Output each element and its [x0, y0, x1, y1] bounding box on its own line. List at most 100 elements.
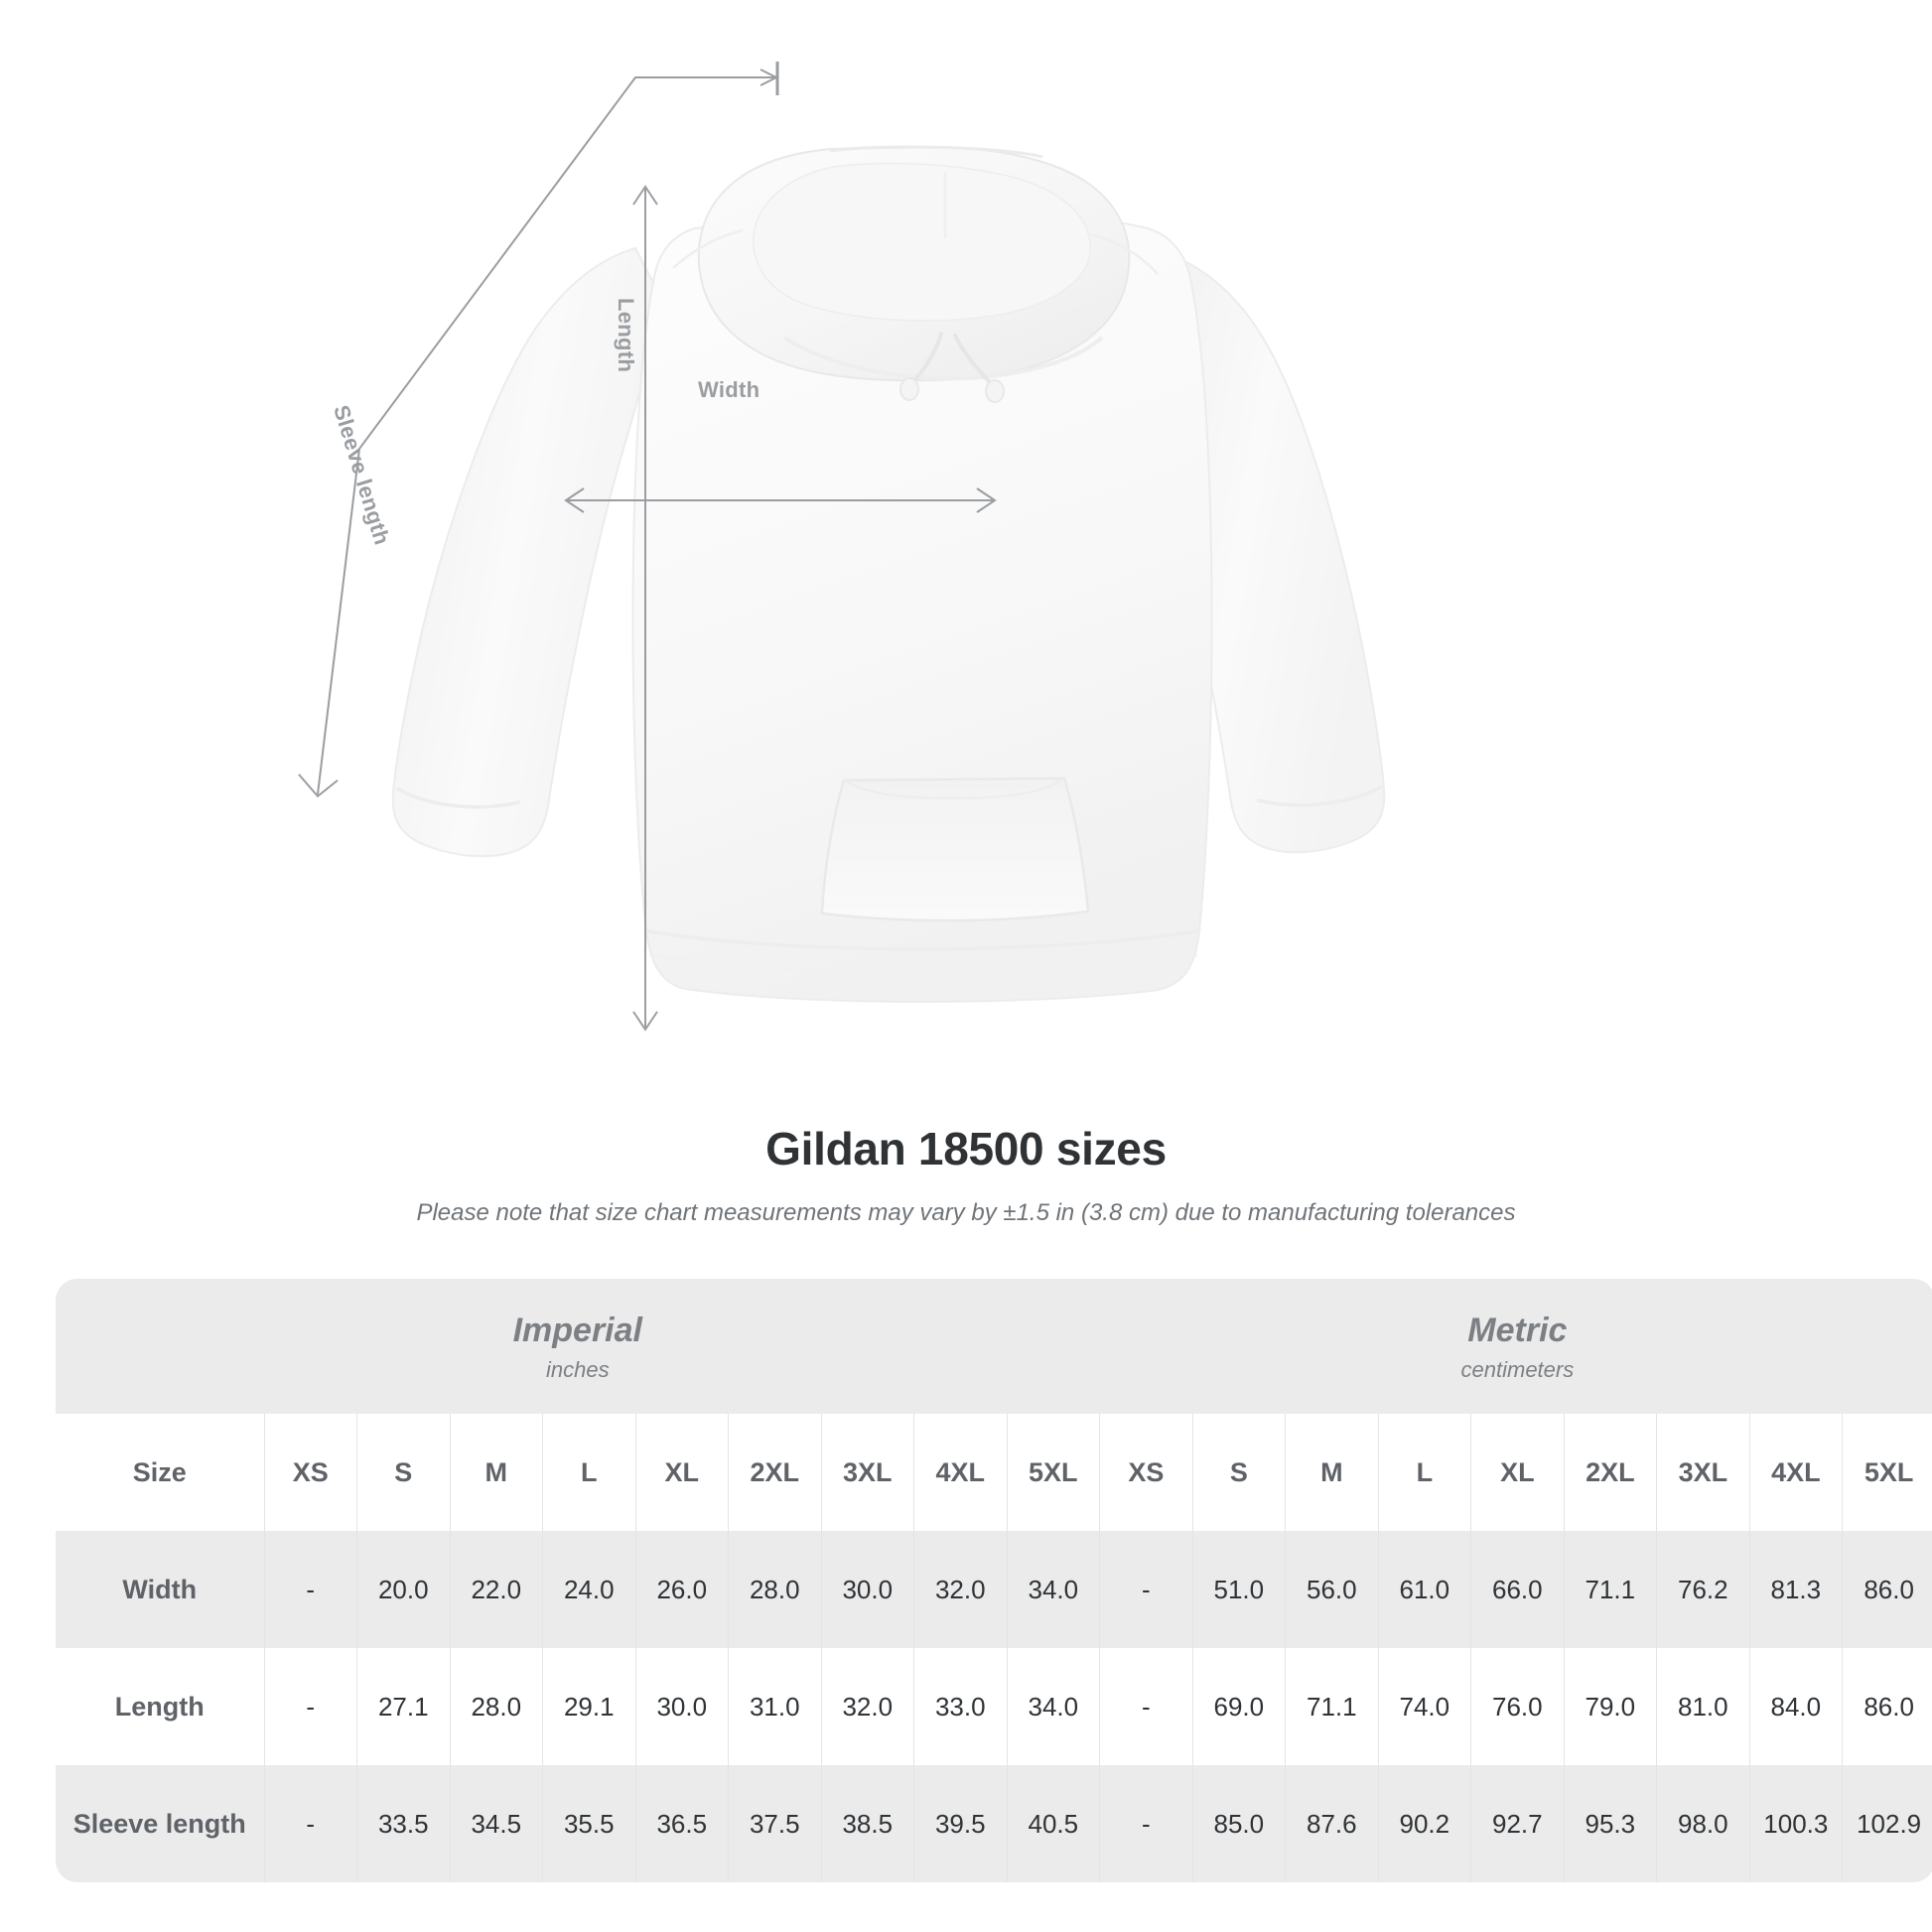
tolerance-note: Please note that size chart measurements…	[416, 1199, 1516, 1226]
size-header-metric-xl: XL	[1470, 1414, 1565, 1531]
cell-sleeve-imperial-4xl: 39.5	[913, 1765, 1008, 1882]
size-header-imperial-l: L	[542, 1414, 636, 1531]
cell-length-metric-2xl: 79.0	[1563, 1648, 1658, 1765]
imperial-system-cell: Imperial inches	[56, 1279, 1100, 1414]
cell-length-metric-s: 69.0	[1191, 1648, 1287, 1765]
cell-width-imperial-5xl: 34.0	[1006, 1531, 1101, 1648]
cell-sleeve-metric-m: 87.6	[1285, 1765, 1379, 1882]
cell-length-imperial-xl: 30.0	[634, 1648, 729, 1765]
size-header-metric-2xl: 2XL	[1563, 1414, 1658, 1531]
metric-label: Metric	[1467, 1311, 1568, 1349]
cell-width-metric-l: 61.0	[1377, 1531, 1472, 1648]
sleeve-length-top-arrowhead	[759, 69, 779, 86]
cell-sleeve-metric-s: 85.0	[1191, 1765, 1287, 1882]
cell-length-imperial-xs: -	[263, 1648, 357, 1765]
cell-width-metric-4xl: 81.3	[1748, 1531, 1844, 1648]
cell-width-imperial-xl: 26.0	[634, 1531, 729, 1648]
table-row: Sleeve length - 33.5 34.5 35.5 36.5 37.5…	[56, 1765, 1932, 1882]
size-header-imperial-4xl: 4XL	[913, 1414, 1008, 1531]
cell-sleeve-imperial-xl: 36.5	[634, 1765, 729, 1882]
size-header-metric-l: L	[1377, 1414, 1472, 1531]
sleeve-length-line	[317, 76, 777, 795]
cell-length-metric-xs: -	[1099, 1648, 1193, 1765]
cell-width-metric-3xl: 76.2	[1656, 1531, 1750, 1648]
size-header-label: Size	[56, 1414, 265, 1531]
cell-sleeve-imperial-5xl: 40.5	[1006, 1765, 1101, 1882]
sleeve-length-bottom-arrowhead	[298, 773, 339, 798]
cell-length-imperial-5xl: 34.0	[1006, 1648, 1101, 1765]
cell-sleeve-imperial-l: 35.5	[542, 1765, 636, 1882]
cell-sleeve-metric-4xl: 100.3	[1748, 1765, 1844, 1882]
cell-sleeve-metric-l: 90.2	[1377, 1765, 1472, 1882]
hoodie-illustration	[298, 62, 1386, 1032]
cell-width-metric-2xl: 71.1	[1563, 1531, 1658, 1648]
garment-shape	[391, 145, 1386, 1004]
cell-width-imperial-s: 20.0	[356, 1531, 451, 1648]
width-left-arrowhead	[564, 487, 585, 513]
title-block: Gildan 18500 sizes Please note that size…	[0, 1122, 1932, 1227]
cell-sleeve-metric-xl: 92.7	[1470, 1765, 1565, 1882]
cell-width-metric-m: 56.0	[1285, 1531, 1379, 1648]
metric-system-cell: Metric centimeters	[1099, 1279, 1932, 1414]
size-header-row: Size XS S M L XL 2XL 3XL 4XL 5XL XS S M …	[56, 1414, 1932, 1531]
cell-width-imperial-4xl: 32.0	[913, 1531, 1008, 1648]
cell-width-imperial-xs: -	[263, 1531, 357, 1648]
cell-length-imperial-m: 28.0	[449, 1648, 543, 1765]
size-chart-table: Imperial inches Metric centimeters Size …	[56, 1279, 1932, 1882]
width-right-arrowhead	[976, 487, 997, 513]
cell-sleeve-metric-xs: -	[1099, 1765, 1193, 1882]
unit-system-row: Imperial inches Metric centimeters	[56, 1279, 1932, 1414]
length-bottom-arrowhead	[632, 1011, 658, 1032]
size-header-metric-xs: XS	[1099, 1414, 1193, 1531]
cell-length-metric-4xl: 84.0	[1748, 1648, 1844, 1765]
cell-width-imperial-m: 22.0	[449, 1531, 543, 1648]
cell-length-imperial-4xl: 33.0	[913, 1648, 1008, 1765]
cell-width-imperial-3xl: 30.0	[820, 1531, 914, 1648]
size-header-metric-m: M	[1285, 1414, 1379, 1531]
size-header-imperial-xl: XL	[634, 1414, 729, 1531]
hoodie-diagram: Length Width Sleeve length	[298, 62, 1386, 1032]
size-header-imperial-2xl: 2XL	[728, 1414, 822, 1531]
cell-length-metric-l: 74.0	[1377, 1648, 1472, 1765]
cell-sleeve-imperial-xs: -	[263, 1765, 357, 1882]
cell-length-imperial-2xl: 31.0	[728, 1648, 822, 1765]
imperial-label: Imperial	[512, 1311, 642, 1349]
cell-width-metric-s: 51.0	[1191, 1531, 1287, 1648]
size-chart-table-wrap: Imperial inches Metric centimeters Size …	[56, 1279, 1932, 1882]
cell-width-imperial-l: 24.0	[542, 1531, 636, 1648]
cell-length-metric-3xl: 81.0	[1656, 1648, 1750, 1765]
row-label-width: Width	[56, 1531, 265, 1648]
cell-length-imperial-s: 27.1	[356, 1648, 451, 1765]
cell-length-metric-5xl: 86.0	[1842, 1648, 1932, 1765]
metric-unit: centimeters	[1460, 1357, 1575, 1383]
cell-sleeve-metric-5xl: 102.9	[1842, 1765, 1932, 1882]
cell-width-metric-xl: 66.0	[1470, 1531, 1565, 1648]
size-header-imperial-5xl: 5XL	[1006, 1414, 1101, 1531]
size-header-metric-s: S	[1191, 1414, 1287, 1531]
cell-sleeve-imperial-s: 33.5	[356, 1765, 451, 1882]
size-header-imperial-xs: XS	[263, 1414, 357, 1531]
size-header-imperial-m: M	[449, 1414, 543, 1531]
size-header-imperial-3xl: 3XL	[820, 1414, 914, 1531]
cell-length-metric-xl: 76.0	[1470, 1648, 1565, 1765]
width-dimension-label: Width	[698, 377, 760, 402]
cell-length-imperial-3xl: 32.0	[820, 1648, 914, 1765]
cell-sleeve-metric-2xl: 95.3	[1563, 1765, 1658, 1882]
cell-width-metric-5xl: 86.0	[1842, 1531, 1932, 1648]
cell-sleeve-imperial-2xl: 37.5	[728, 1765, 822, 1882]
table-row: Width - 20.0 22.0 24.0 26.0 28.0 30.0 32…	[56, 1531, 1932, 1648]
size-header-metric-3xl: 3XL	[1656, 1414, 1750, 1531]
row-label-sleeve-length: Sleeve length	[56, 1765, 265, 1882]
size-header-imperial-s: S	[356, 1414, 451, 1531]
cell-sleeve-metric-3xl: 98.0	[1656, 1765, 1750, 1882]
cell-width-metric-xs: -	[1099, 1531, 1193, 1648]
row-label-length: Length	[56, 1648, 265, 1765]
size-header-metric-4xl: 4XL	[1748, 1414, 1844, 1531]
cell-sleeve-imperial-m: 34.5	[449, 1765, 543, 1882]
cell-length-imperial-l: 29.1	[542, 1648, 636, 1765]
imperial-unit: inches	[545, 1357, 610, 1383]
length-top-arrowhead	[632, 185, 658, 206]
cell-width-imperial-2xl: 28.0	[728, 1531, 822, 1648]
size-header-metric-5xl: 5XL	[1842, 1414, 1932, 1531]
length-dimension-label: Length	[614, 298, 638, 373]
